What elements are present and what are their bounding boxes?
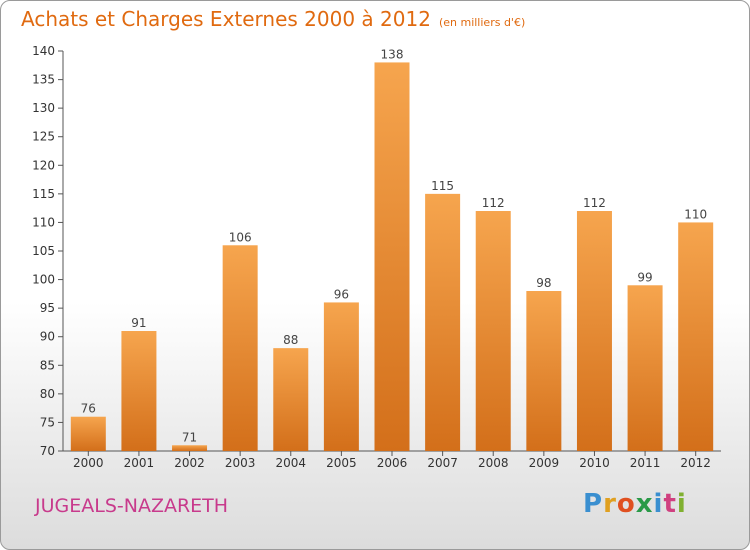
x-tick-label: 2004	[275, 456, 306, 470]
bar-value-label: 96	[334, 287, 349, 301]
y-tick-label: 100	[32, 273, 55, 287]
y-tick-label: 95	[40, 301, 55, 315]
bar	[222, 245, 258, 451]
bar	[475, 211, 511, 451]
bar-value-label: 112	[583, 196, 606, 210]
location-name: JUGEALS-NAZARETH	[35, 495, 229, 517]
x-tick-label: 2011	[630, 456, 661, 470]
x-tick-label: 2007	[427, 456, 458, 470]
y-tick-label: 115	[32, 187, 55, 201]
bar-value-label: 71	[182, 430, 197, 444]
y-tick-label: 125	[32, 130, 55, 144]
x-tick-label: 2002	[174, 456, 205, 470]
proxiti-logo[interactable]: Proxiti	[583, 489, 687, 519]
x-tick-label: 2005	[326, 456, 357, 470]
x-tick-label: 2000	[73, 456, 104, 470]
y-tick-label: 135	[32, 73, 55, 87]
bar-value-label: 88	[283, 333, 298, 347]
bar-value-label: 76	[81, 402, 96, 416]
y-tick-label: 110	[32, 215, 55, 229]
bar-value-label: 91	[131, 316, 146, 330]
bar-value-label: 98	[536, 276, 551, 290]
y-tick-label: 70	[40, 444, 55, 458]
bar-value-label: 110	[684, 207, 707, 221]
bar	[526, 291, 562, 451]
bar	[425, 193, 461, 451]
x-tick-label: 2006	[377, 456, 408, 470]
x-tick-label: 2003	[225, 456, 256, 470]
x-tick-label: 2010	[579, 456, 610, 470]
bar	[273, 348, 309, 451]
y-tick-label: 90	[40, 330, 55, 344]
x-tick-label: 2009	[529, 456, 560, 470]
chart-title: Achats et Charges Externes 2000 à 2012 (e…	[21, 7, 525, 31]
bar	[627, 285, 663, 451]
y-tick-label: 75	[40, 415, 55, 429]
x-tick-label: 2012	[680, 456, 711, 470]
bar-value-label: 112	[482, 196, 505, 210]
chart-title-text: Achats et Charges Externes 2000 à 2012	[21, 7, 431, 31]
y-tick-label: 105	[32, 244, 55, 258]
chart-subtitle: (en milliers d'€)	[438, 16, 526, 29]
x-tick-label: 2001	[124, 456, 155, 470]
bar-value-label: 115	[431, 179, 454, 193]
x-tick-label: 2008	[478, 456, 509, 470]
bar-value-label: 138	[381, 47, 404, 61]
bar	[576, 211, 612, 451]
bar	[70, 416, 106, 451]
bar-value-label: 99	[637, 270, 652, 284]
y-tick-label: 80	[40, 387, 55, 401]
bar	[374, 62, 410, 452]
bar	[172, 445, 208, 451]
y-tick-label: 85	[40, 358, 55, 372]
bar	[678, 222, 714, 451]
bar-value-label: 106	[229, 230, 252, 244]
bar	[121, 331, 157, 451]
bar	[323, 302, 359, 451]
y-tick-label: 120	[32, 158, 55, 172]
y-tick-label: 140	[32, 44, 55, 58]
y-tick-label: 130	[32, 101, 55, 115]
